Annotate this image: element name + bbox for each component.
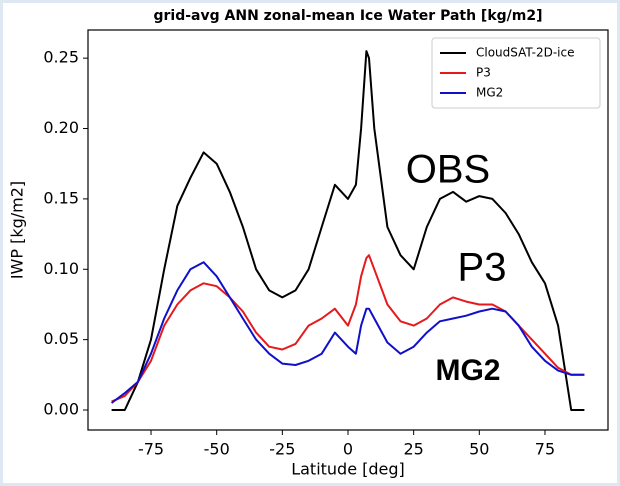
y-tick-label: 0.10 (43, 259, 79, 278)
y-tick-label: 0.25 (43, 48, 79, 67)
y-tick-label: 0.20 (43, 118, 79, 137)
x-tick-label: -25 (269, 440, 295, 459)
x-tick-label: -50 (204, 440, 230, 459)
annotation: MG2 (435, 354, 500, 387)
series-line (111, 50, 585, 411)
x-tick-label: 50 (469, 440, 489, 459)
series-line (111, 254, 585, 403)
legend-box (431, 37, 601, 109)
x-tick-label: 75 (535, 440, 555, 459)
y-tick-label: 0.00 (43, 400, 79, 419)
y-tick-label: 0.05 (43, 329, 79, 348)
x-axis-label: Latitude [deg] (291, 460, 405, 479)
x-tick-label: 25 (403, 440, 423, 459)
x-tick-label: -75 (138, 440, 164, 459)
annotation: P3 (458, 246, 507, 290)
x-tick-label: 0 (343, 440, 353, 459)
annotation: OBS (406, 148, 490, 192)
legend-label: MG2 (476, 86, 503, 100)
chart-title: grid-avg ANN zonal-mean Ice Water Path [… (154, 8, 543, 24)
y-axis-label: IWP [kg/m2] (8, 181, 27, 279)
legend-label: P3 (476, 66, 491, 80)
series-line (111, 261, 585, 404)
y-tick-label: 0.15 (43, 188, 79, 207)
legend-label: CloudSAT-2D-ice (476, 46, 574, 60)
